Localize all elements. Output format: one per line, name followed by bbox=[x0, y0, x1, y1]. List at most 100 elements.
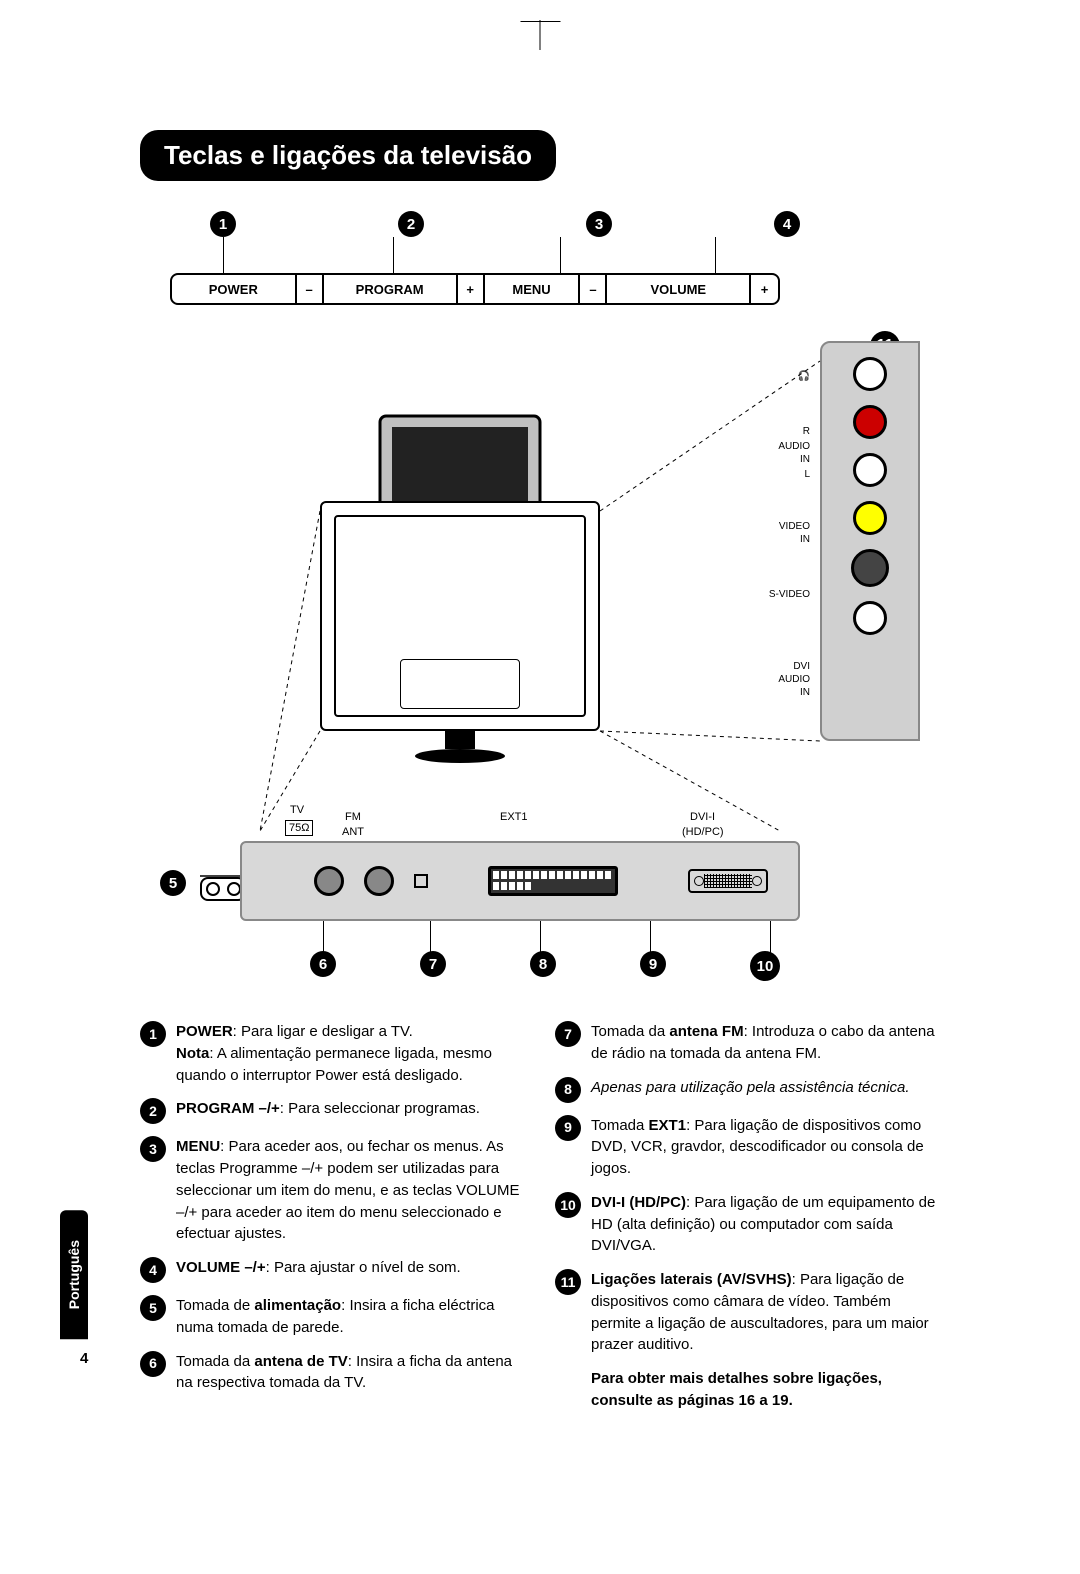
desc-item-10: 10 DVI-I (HD/PC): Para ligação de um equ… bbox=[555, 1192, 940, 1257]
desc-text: Tomada da antena de TV: Insira a ficha d… bbox=[176, 1351, 525, 1395]
callout-4: 4 bbox=[774, 211, 800, 237]
fm-antenna-jack-icon bbox=[364, 866, 394, 896]
callout-3: 3 bbox=[586, 211, 612, 237]
video-jack-icon bbox=[853, 501, 887, 535]
desc-text: Apenas para utilização pela assistência … bbox=[591, 1077, 940, 1103]
text: : Para aceder aos, ou fechar os menus. A… bbox=[176, 1138, 519, 1242]
desc-text: MENU: Para aceder aos, ou fechar os menu… bbox=[176, 1136, 525, 1245]
menu-button-label: MENU bbox=[485, 275, 581, 303]
crop-mark bbox=[540, 20, 541, 50]
pre-text: Tomada da bbox=[591, 1023, 669, 1040]
label-dvi: DVI bbox=[793, 661, 810, 672]
svideo-jack-icon bbox=[851, 549, 889, 587]
text: : Para ligar e desligar a TV. bbox=[233, 1023, 413, 1040]
label-ant: ANT bbox=[342, 826, 364, 838]
dvi-audio-jack-icon bbox=[853, 601, 887, 635]
audio-r-jack-icon bbox=[853, 405, 887, 439]
label-video-in: IN bbox=[800, 534, 810, 545]
minus-label: – bbox=[580, 275, 607, 303]
callout-8: 8 bbox=[530, 951, 556, 977]
callout-10: 10 bbox=[750, 951, 780, 981]
label-audio: AUDIO bbox=[778, 441, 810, 452]
callout-line bbox=[650, 921, 651, 955]
label-video: VIDEO bbox=[779, 521, 810, 532]
tv-button-bar: POWER – PROGRAM + MENU – VOLUME + bbox=[170, 273, 780, 305]
callout-2: 2 bbox=[398, 211, 424, 237]
desc-text: DVI-I (HD/PC): Para ligação de um equipa… bbox=[591, 1192, 940, 1257]
scart-ext1-icon bbox=[488, 866, 618, 896]
left-column: 1 POWER: Para ligar e desligar a TV. Not… bbox=[140, 1021, 525, 1412]
label-svideo: S-VIDEO bbox=[769, 589, 810, 600]
program-button-label: PROGRAM bbox=[324, 275, 458, 303]
bold-term: POWER bbox=[176, 1023, 233, 1040]
desc-text: Ligações laterais (AV/SVHS): Para ligaçã… bbox=[591, 1269, 940, 1356]
callout-line bbox=[323, 921, 324, 955]
page-title: Teclas e ligações da televisão bbox=[140, 130, 556, 181]
desc-item-7: 7 Tomada da antena FM: Introduza o cabo … bbox=[555, 1021, 940, 1065]
right-column: 7 Tomada da antena FM: Introduza o cabo … bbox=[555, 1021, 940, 1412]
bottom-callouts: 6 7 8 9 10 bbox=[310, 951, 780, 981]
callout-line bbox=[393, 237, 394, 273]
callout-line bbox=[540, 921, 541, 955]
tv-diagram: 1 2 3 4 POWER – PROGRAM + MENU – VOLUME … bbox=[160, 211, 920, 991]
num-badge: 9 bbox=[555, 1115, 581, 1141]
desc-item-9: 9 Tomada EXT1: Para ligação de dispositi… bbox=[555, 1115, 940, 1180]
callout-5: 5 bbox=[160, 870, 186, 896]
volume-button-label: VOLUME bbox=[607, 275, 751, 303]
side-av-panel bbox=[820, 341, 920, 741]
label-in: IN bbox=[800, 454, 810, 465]
bold-term: EXT1 bbox=[649, 1117, 687, 1134]
tv-antenna-jack-icon bbox=[314, 866, 344, 896]
callout-7: 7 bbox=[420, 951, 446, 977]
dvi-port-icon bbox=[688, 869, 768, 893]
callout-line bbox=[770, 921, 771, 955]
num-badge: 10 bbox=[555, 1192, 581, 1218]
num-badge: 2 bbox=[140, 1098, 166, 1124]
num-badge: 1 bbox=[140, 1021, 166, 1047]
desc-text: Tomada da antena FM: Introduza o cabo da… bbox=[591, 1021, 940, 1065]
bold-term: VOLUME –/+ bbox=[176, 1259, 266, 1276]
italic-text: Apenas para utilização pela assistência … bbox=[591, 1079, 910, 1096]
num-badge: 4 bbox=[140, 1257, 166, 1283]
label-r: R bbox=[803, 426, 810, 437]
headphone-icon: 🎧 bbox=[798, 371, 810, 382]
desc-text: Tomada de alimentação: Insira a ficha el… bbox=[176, 1295, 525, 1339]
callout-9: 9 bbox=[640, 951, 666, 977]
bold-term: DVI-I (HD/PC) bbox=[591, 1194, 686, 1211]
desc-text: Tomada EXT1: Para ligação de dispositivo… bbox=[591, 1115, 940, 1180]
label-dvi-in: IN bbox=[800, 687, 810, 698]
desc-text: POWER: Para ligar e desligar a TV. Nota:… bbox=[176, 1021, 525, 1086]
tv-stand-icon bbox=[415, 729, 505, 769]
num-badge: 3 bbox=[140, 1136, 166, 1162]
plus-label: + bbox=[458, 275, 485, 303]
text: : Para ajustar o nível de som. bbox=[266, 1259, 461, 1276]
callout-line bbox=[430, 921, 431, 955]
num-badge: 5 bbox=[140, 1295, 166, 1321]
note-text: : A alimentação permanece ligada, mesmo … bbox=[176, 1045, 492, 1084]
bold-term: alimentação bbox=[254, 1297, 341, 1314]
callout-line bbox=[715, 237, 716, 273]
label-fm: FM bbox=[345, 811, 361, 823]
rear-connector-panel bbox=[240, 841, 800, 921]
pre-text: Tomada de bbox=[176, 1297, 254, 1314]
page-number: 4 bbox=[80, 1350, 88, 1367]
minus-label: – bbox=[297, 275, 324, 303]
label-ohm: 75Ω bbox=[285, 820, 313, 836]
num-badge: 7 bbox=[555, 1021, 581, 1047]
desc-item-2: 2 PROGRAM –/+: Para seleccionar programa… bbox=[140, 1098, 525, 1124]
num-badge: 11 bbox=[555, 1269, 581, 1295]
tv-back-icon bbox=[320, 501, 600, 731]
text: : Para seleccionar programas. bbox=[280, 1100, 480, 1117]
label-ext1: EXT1 bbox=[500, 811, 528, 823]
desc-item-5: 5 Tomada de alimentação: Insira a ficha … bbox=[140, 1295, 525, 1339]
bold-term: antena FM bbox=[669, 1023, 743, 1040]
callout-line bbox=[560, 237, 561, 273]
headphone-jack-icon bbox=[853, 357, 887, 391]
desc-item-6: 6 Tomada da antena de TV: Insira a ficha… bbox=[140, 1351, 525, 1395]
desc-item-8: 8 Apenas para utilização pela assistênci… bbox=[555, 1077, 940, 1103]
bold-term: antena de TV bbox=[254, 1353, 347, 1370]
desc-item-3: 3 MENU: Para aceder aos, ou fechar os me… bbox=[140, 1136, 525, 1245]
label-tv: TV bbox=[290, 804, 304, 816]
desc-item-11: 11 Ligações laterais (AV/SVHS): Para lig… bbox=[555, 1269, 940, 1356]
num-badge: 8 bbox=[555, 1077, 581, 1103]
